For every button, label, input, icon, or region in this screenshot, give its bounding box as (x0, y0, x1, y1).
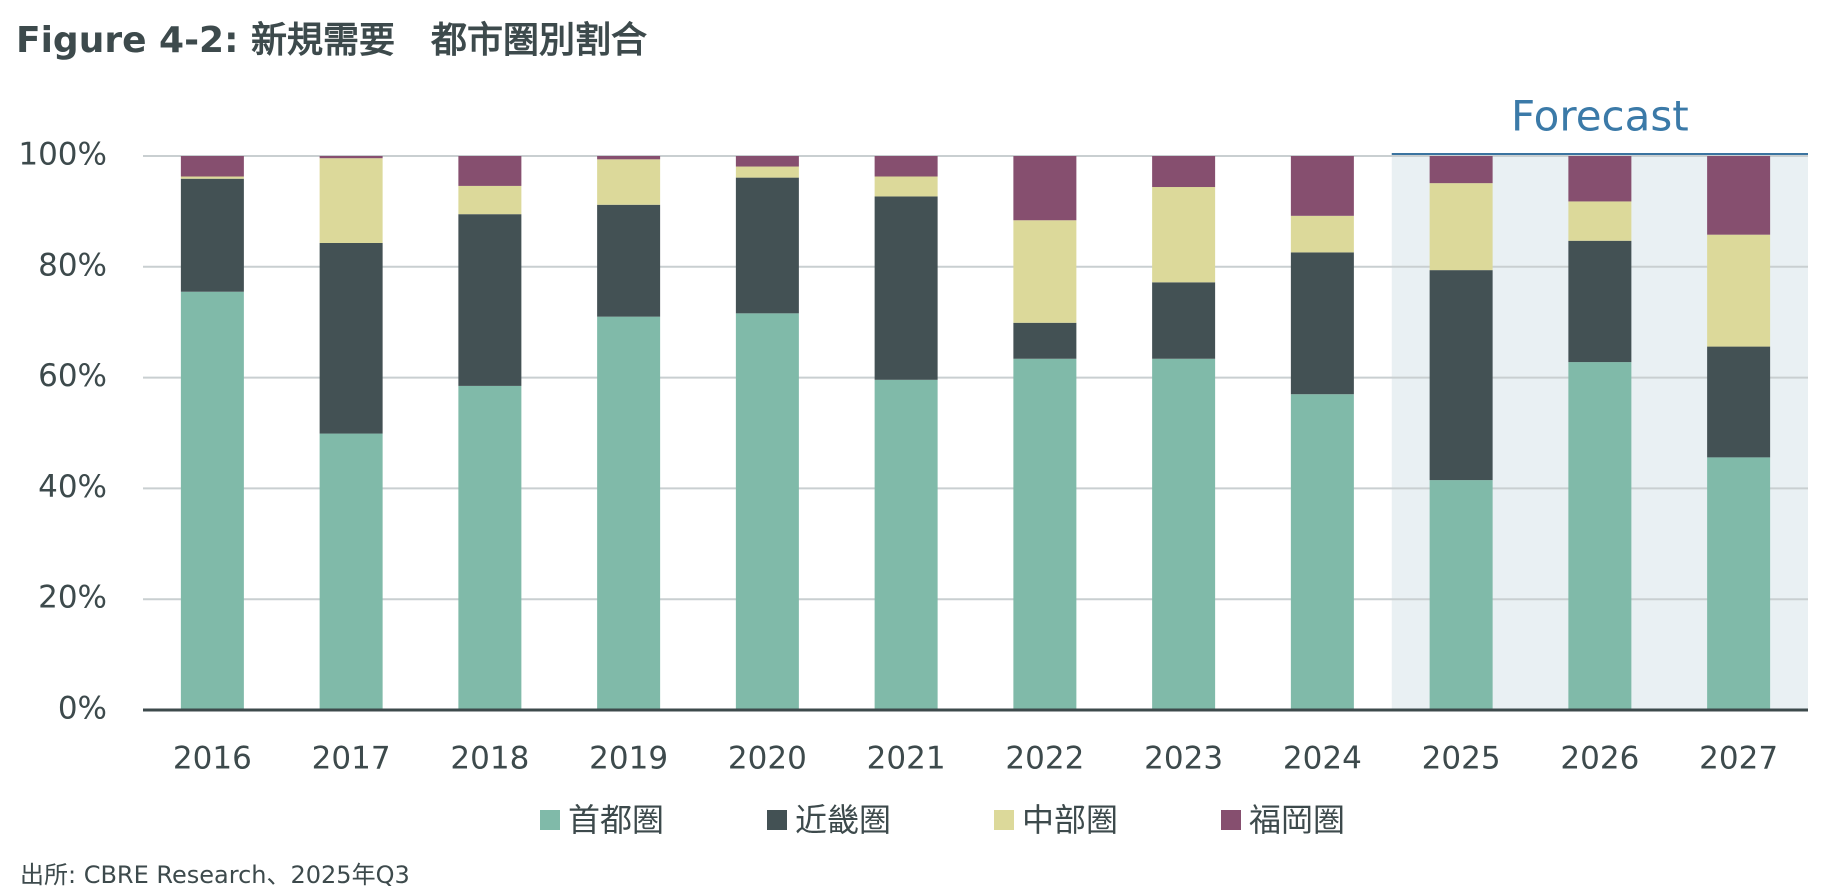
x-tick-label: 2023 (1144, 741, 1223, 777)
x-tick-label: 2022 (1005, 741, 1084, 777)
legend-label: 近畿圏 (795, 801, 891, 839)
bar-segment (319, 156, 383, 159)
x-tick-label: 2021 (867, 741, 946, 777)
bar-segment (597, 159, 661, 205)
forecast-label: Forecast (1511, 92, 1689, 141)
bar-segment (1568, 201, 1632, 241)
bar-segment (1707, 457, 1771, 710)
bar-segment (597, 316, 661, 710)
bar-segment (735, 166, 799, 178)
x-tick-label: 2026 (1560, 741, 1639, 777)
legend-swatch (767, 810, 787, 830)
x-tick-label: 2025 (1422, 741, 1501, 777)
bar-segment (874, 176, 938, 197)
bar-segment (1290, 215, 1354, 253)
bar-segment (1290, 394, 1354, 710)
y-tick-label: 20% (38, 580, 107, 616)
x-tick-label: 2017 (312, 741, 391, 777)
bar-segment (1290, 252, 1354, 395)
x-tick-label: 2018 (450, 741, 529, 777)
legend-swatch (540, 810, 560, 830)
bar-segment (1429, 480, 1493, 710)
y-tick-label: 40% (38, 469, 107, 505)
legend-label: 中部圏 (1022, 801, 1118, 839)
bar-segment (1707, 346, 1771, 458)
bar-segment (319, 158, 383, 243)
bar-segment (458, 156, 522, 186)
bar-segment (458, 185, 522, 215)
y-tick-label: 100% (18, 137, 107, 173)
bar-segment (597, 156, 661, 160)
bar-segment (874, 156, 938, 177)
bar-segment (1290, 156, 1354, 216)
bar-segment (180, 178, 244, 292)
x-tick-label: 2019 (589, 741, 668, 777)
x-tick-label: 2016 (173, 741, 252, 777)
chart-title: Figure 4-2: 新規需要 都市圏別割合 (16, 20, 647, 61)
bar-segment (1013, 358, 1077, 710)
bar-segment (874, 196, 938, 380)
bar-segment (735, 156, 799, 167)
bar-segment (458, 385, 522, 710)
bar-segment (1429, 183, 1493, 271)
bar-segment (1568, 362, 1632, 710)
bar-segment (735, 177, 799, 314)
bar-segment (180, 291, 244, 710)
bar-segment (735, 313, 799, 710)
bar-segment (180, 176, 244, 179)
bar-segment (1568, 240, 1632, 363)
bar-segment (1707, 156, 1771, 235)
bar-segment (1152, 187, 1216, 283)
bar-segment (1013, 322, 1077, 359)
bar-segment (1429, 156, 1493, 184)
bar-segment (1152, 282, 1216, 359)
bar-segment (319, 433, 383, 710)
y-tick-label: 80% (38, 247, 107, 283)
legend-label: 首都圏 (568, 801, 664, 839)
bar-segment (1568, 156, 1632, 202)
bar-segment (319, 242, 383, 434)
legend-label: 福岡圏 (1249, 801, 1345, 839)
bar-segment (1152, 156, 1216, 188)
bar-segment (1152, 358, 1216, 710)
legend-swatch (1221, 810, 1241, 830)
bar-segment (180, 156, 244, 177)
bar-segment (1013, 156, 1077, 221)
bar-segment (1707, 234, 1771, 347)
bar-segment (458, 214, 522, 386)
y-tick-label: 60% (38, 358, 107, 394)
source-note: 出所: CBRE Research、2025年Q3 (20, 861, 410, 889)
y-tick-label: 0% (58, 691, 107, 727)
bar-segment (1013, 220, 1077, 323)
x-tick-label: 2024 (1283, 741, 1362, 777)
bar-segment (874, 379, 938, 710)
bar-segment (597, 204, 661, 317)
bar-segment (1429, 270, 1493, 481)
legend-swatch (994, 810, 1014, 830)
x-tick-label: 2027 (1699, 741, 1778, 777)
x-tick-label: 2020 (728, 741, 807, 777)
